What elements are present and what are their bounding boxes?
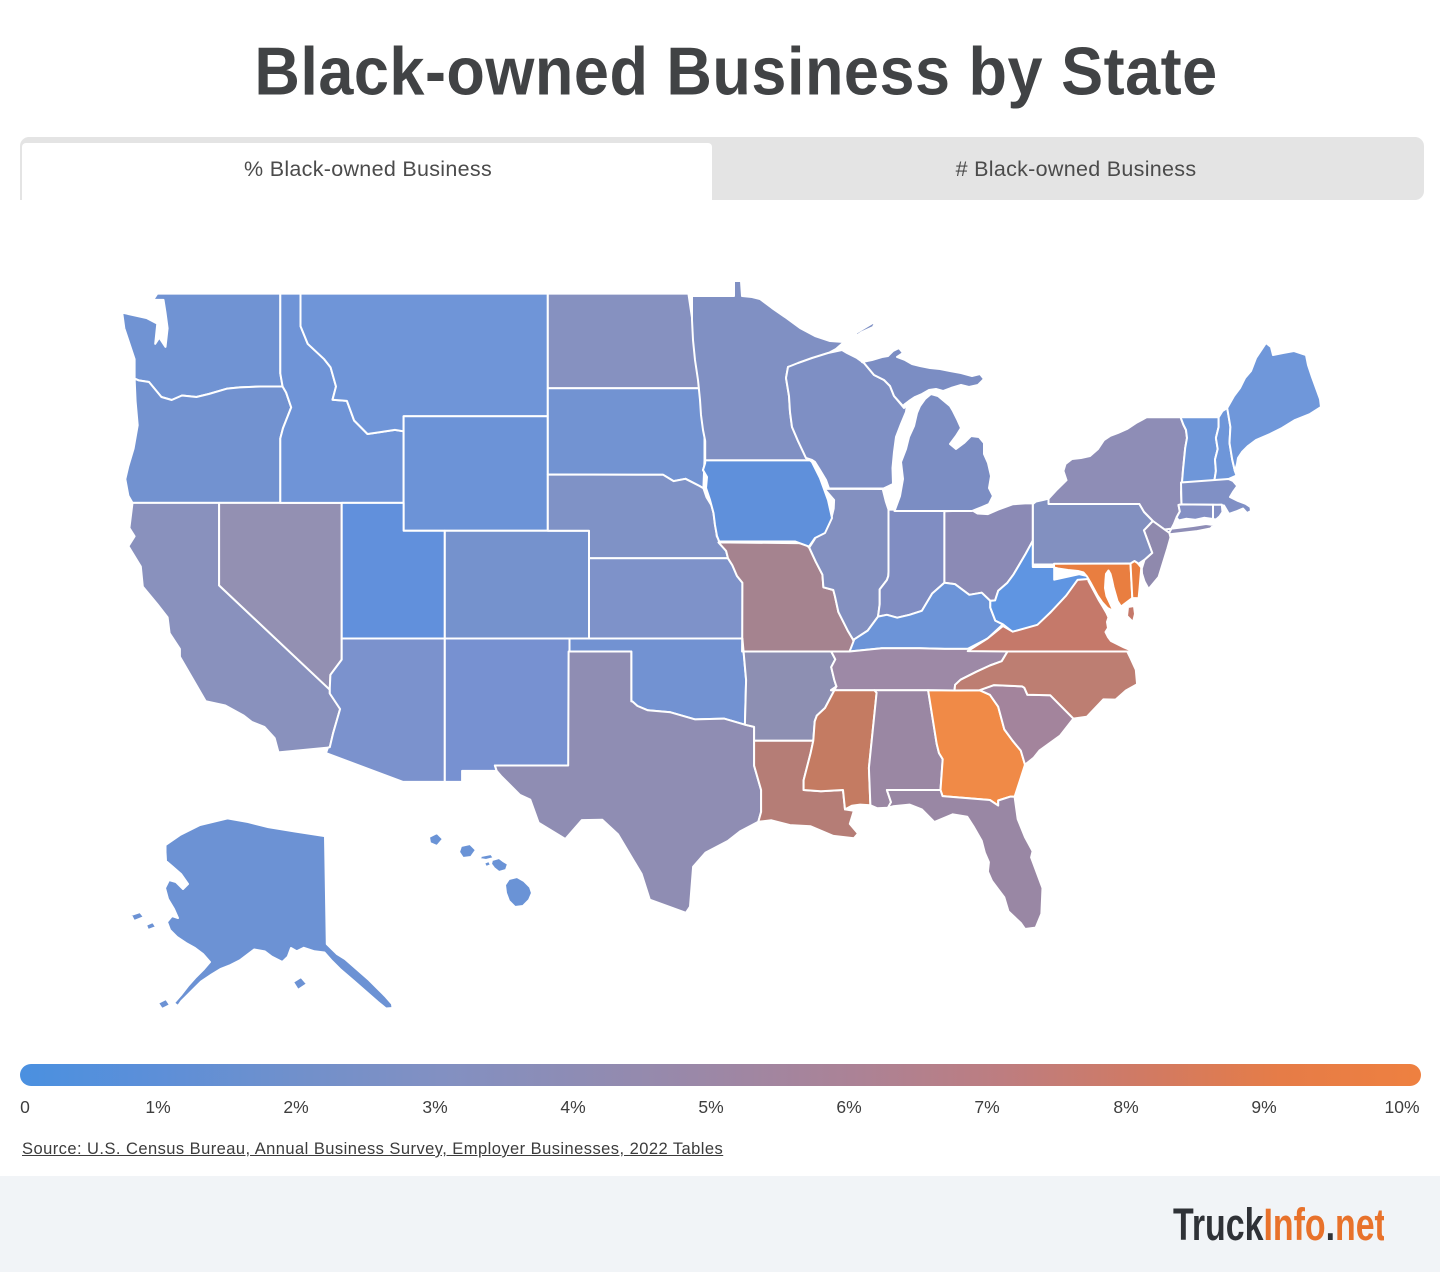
svg-text:TruckInfo.net: TruckInfo.net	[1173, 1200, 1384, 1249]
